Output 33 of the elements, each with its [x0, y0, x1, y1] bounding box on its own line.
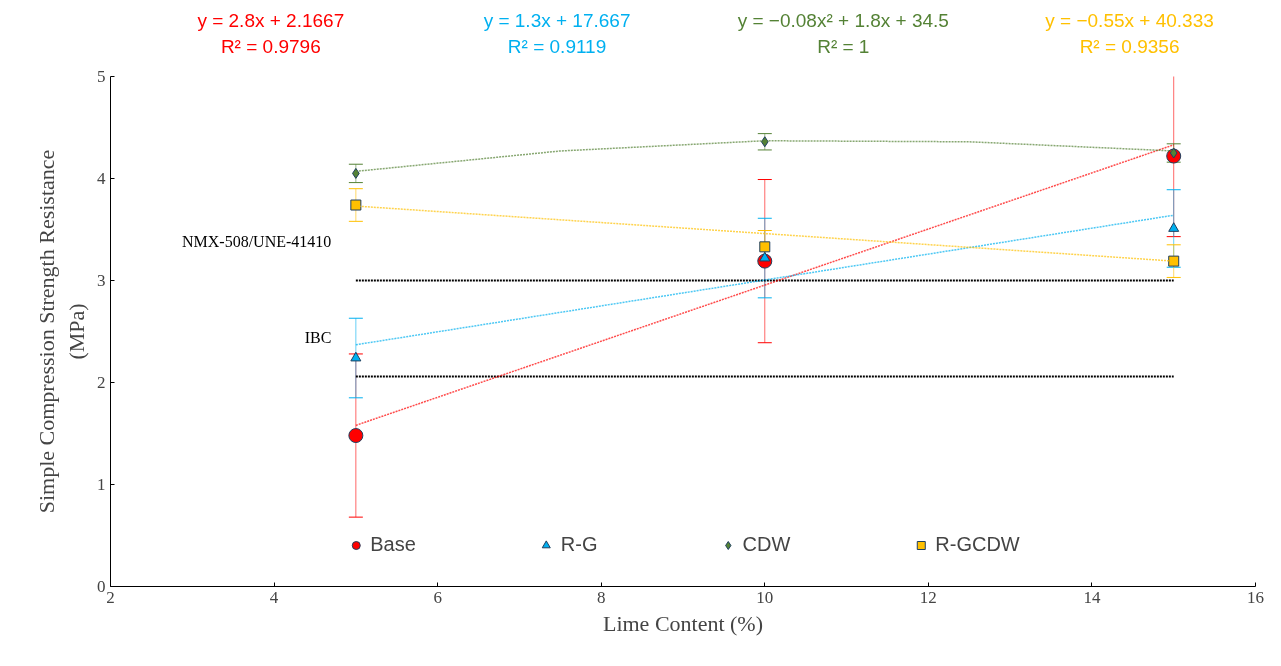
- y-tick-label: 4: [97, 169, 106, 188]
- point: [350, 351, 362, 362]
- legend-label: R-GCDW: [935, 533, 1020, 556]
- point: [759, 241, 771, 253]
- y-tick-label: 1: [97, 475, 106, 494]
- y-tick-label: 0: [97, 577, 106, 596]
- point: [1168, 255, 1180, 267]
- x-tick-label: 4: [269, 587, 279, 607]
- x-tick-label: 14: [1083, 587, 1101, 607]
- text: y = −0.55x + 40.333 R² = 0.9356: [1045, 10, 1214, 57]
- text: y = 2.8x + 2.1667 R² = 0.9796: [197, 10, 345, 57]
- x-tick-label: 12: [919, 587, 937, 607]
- point: [1169, 147, 1178, 159]
- x-tick-label: 10: [756, 587, 774, 607]
- x-tick-label: 8: [596, 587, 606, 607]
- ref-line-label: NMX-508/UNE-41410: [182, 232, 332, 250]
- ref-line-label: IBC: [304, 328, 332, 346]
- y-axis-title: Simple Compression Strength Resistance (MPa): [34, 149, 89, 514]
- legend-label: Base: [370, 533, 416, 556]
- x-tick-label: 6: [433, 587, 442, 607]
- y-tick-label: 3: [97, 271, 106, 290]
- point: [350, 199, 362, 211]
- point: [759, 251, 771, 262]
- y-tick-label: 5: [97, 67, 106, 86]
- text: y = −0.08x² + 1.8x + 34.5 R² = 1: [737, 10, 949, 57]
- x-axis-title: Lime Content (%): [602, 610, 764, 636]
- legend-label: R-G: [560, 533, 598, 556]
- point: [1168, 222, 1180, 232]
- text: y = 1.3x + 17.667 R² = 0.9119: [483, 10, 631, 57]
- point: [348, 428, 364, 444]
- x-tick-label: 16: [1247, 587, 1264, 607]
- y-tick-label: 2: [97, 373, 106, 392]
- legend-label: CDW: [742, 533, 791, 556]
